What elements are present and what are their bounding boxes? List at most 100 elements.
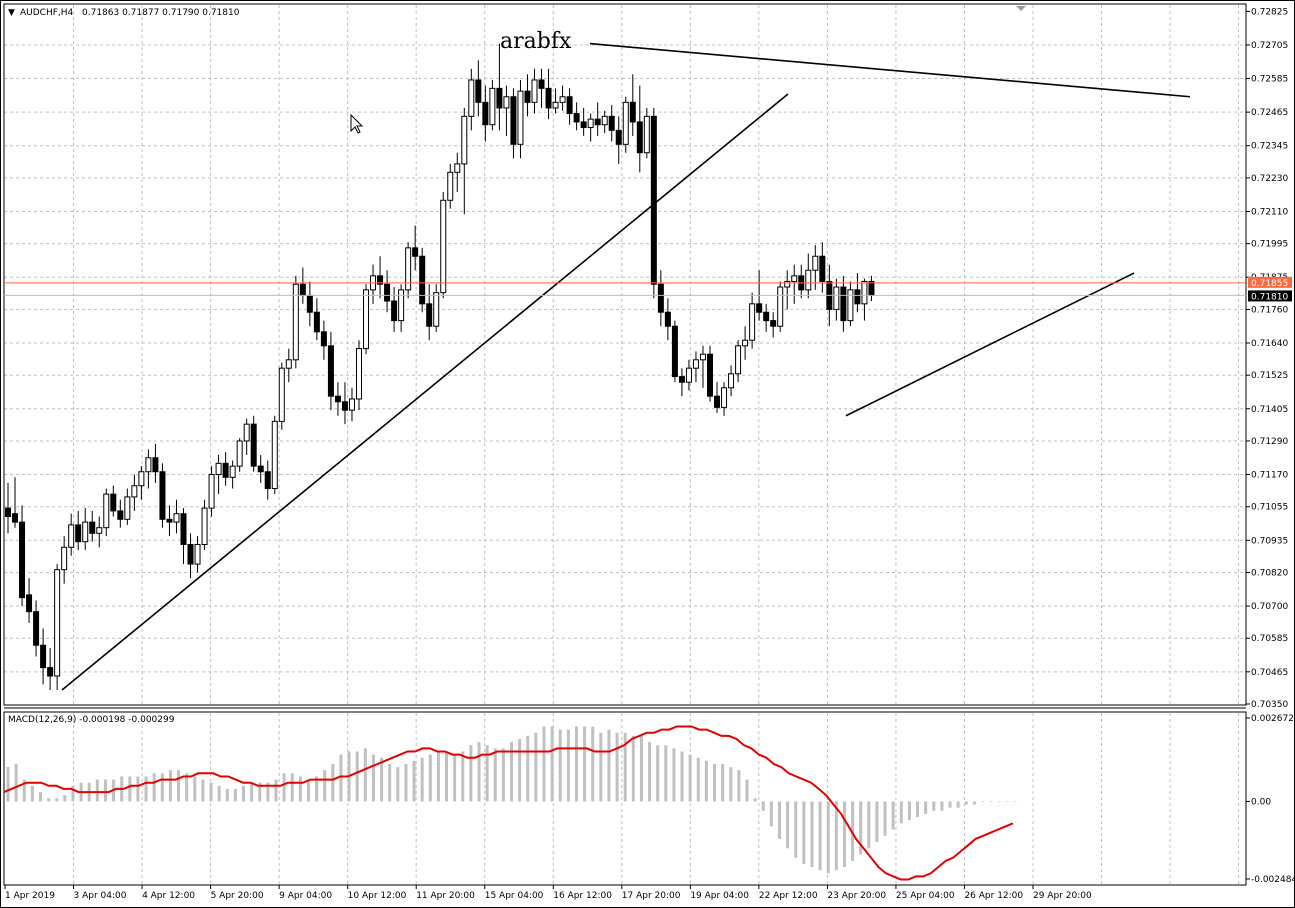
macd-bar: [834, 801, 838, 871]
price-tick-label: 0.72110: [1251, 207, 1288, 217]
bear-candle: [854, 289, 861, 305]
bull-candle: [805, 269, 812, 291]
bull-candle: [517, 90, 524, 145]
trendlines: [61, 42, 1191, 691]
bear-candle: [664, 311, 671, 327]
candlestick-series: [5, 43, 875, 691]
macd-bar: [168, 770, 172, 802]
macd-bar: [331, 763, 335, 802]
bull-candle: [124, 496, 131, 520]
bull-candle: [54, 569, 61, 677]
time-tick-label: 10 Apr 12:00: [348, 891, 407, 901]
price-tick-label: 0.70820: [1251, 568, 1288, 578]
bull-candle: [601, 115, 608, 126]
bear-candle: [75, 524, 82, 543]
shift-marker-icon[interactable]: [1016, 6, 1026, 11]
macd-bar: [477, 742, 481, 802]
bear-candle: [594, 118, 601, 126]
price-tick-label: 0.71760: [1251, 305, 1288, 315]
bull-candle: [721, 387, 728, 408]
macd-bar: [802, 801, 806, 864]
macd-bar: [818, 801, 822, 871]
macd-bar: [201, 779, 205, 802]
macd-bar: [30, 785, 34, 802]
bull-candle: [552, 101, 559, 109]
macd-bar: [591, 726, 595, 802]
current-price-box: [1248, 290, 1292, 302]
bull-candle: [208, 474, 215, 509]
bear-candle: [222, 462, 229, 478]
current-price-label: 0.71810: [1251, 292, 1288, 302]
macd-bar: [526, 735, 530, 802]
macd-bar: [574, 726, 578, 802]
macd-bar: [948, 801, 952, 808]
price-tick-label: 0.71055: [1251, 503, 1288, 513]
macd-bar: [924, 801, 928, 814]
macd-bar: [664, 745, 668, 802]
macd-bar: [794, 801, 798, 858]
macd-bar: [826, 801, 830, 874]
bull-candle: [559, 96, 566, 103]
macd-bar: [274, 779, 278, 802]
bull-candle: [454, 163, 461, 173]
bear-candle: [166, 518, 173, 523]
price-tick-label: 0.71170: [1251, 471, 1288, 481]
price-tick-label: 0.70700: [1251, 602, 1288, 612]
bull-candle: [243, 423, 250, 442]
bull-candle: [348, 398, 355, 411]
bull-candle: [145, 457, 152, 473]
macd-bar: [380, 757, 384, 802]
macd-bar: [461, 751, 465, 802]
macd-bar: [493, 748, 497, 802]
macd-bar: [542, 726, 546, 802]
bull-candle: [236, 440, 243, 467]
bear-candle: [419, 255, 426, 305]
bear-candle: [475, 79, 482, 103]
macd-bar: [899, 801, 903, 824]
price-tick-label: 0.70350: [1251, 700, 1288, 710]
macd-bar: [518, 738, 522, 802]
main-pane-border: [3, 3, 1247, 706]
time-axis: 1 Apr 2019 3 Apr 04:00 4 Apr 12:00 5 Apr 20…: [4, 885, 1092, 901]
symbol-dropdown-icon[interactable]: ▼: [8, 8, 15, 18]
macd-bar: [469, 745, 473, 802]
macd-bar: [103, 779, 107, 802]
macd-pane-border: [3, 711, 1247, 886]
macd-bar: [250, 782, 254, 802]
macd-bar: [688, 754, 692, 802]
bear-candle: [250, 423, 257, 467]
macd-bar: [453, 754, 457, 802]
macd-bar: [859, 801, 863, 855]
macd-bar: [851, 801, 855, 861]
macd-bar: [436, 751, 440, 802]
bull-candle: [643, 115, 650, 154]
time-tick-label: 25 Apr 04:00: [896, 891, 955, 901]
bear-candle: [412, 247, 419, 257]
bull-candle: [61, 546, 68, 571]
bull-candle: [622, 101, 629, 145]
macd-bar: [412, 760, 416, 802]
bear-candle: [180, 513, 187, 545]
macd-bar: [282, 773, 286, 802]
support-trendline[interactable]: [845, 272, 1135, 417]
macd-bar: [583, 726, 587, 802]
time-tick-label: 5 Apr 20:00: [211, 891, 264, 901]
uptrend-line[interactable]: [61, 93, 789, 691]
bear-candle: [341, 401, 348, 411]
bull-candle: [103, 493, 110, 529]
macd-bar: [55, 798, 59, 802]
time-tick-label: 16 Apr 12:00: [553, 891, 612, 901]
macd-bar: [233, 788, 237, 802]
bear-candle: [538, 79, 545, 89]
bear-candle: [763, 311, 770, 322]
macd-bar: [639, 735, 643, 802]
bull-candle: [271, 420, 278, 490]
macd-bar: [867, 801, 871, 849]
macd-bar: [534, 732, 538, 802]
bull-candle: [363, 289, 370, 350]
macd-bar: [177, 770, 181, 802]
downtrend-line[interactable]: [589, 42, 1191, 98]
price-tick-label: 0.72345: [1251, 142, 1288, 152]
bull-candle: [728, 373, 735, 389]
